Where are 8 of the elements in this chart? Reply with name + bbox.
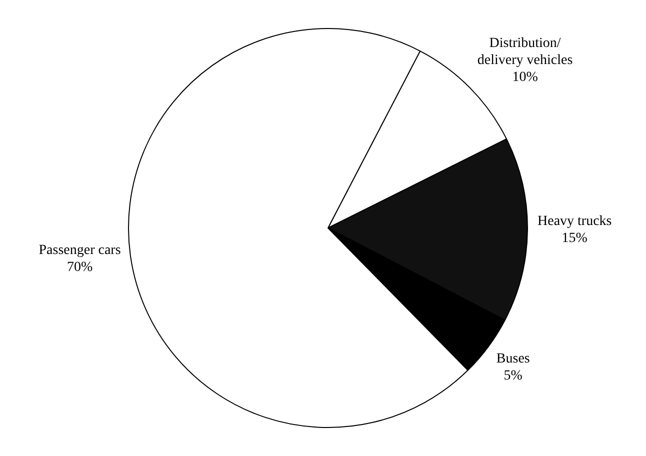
slice-label: Buses [496, 351, 530, 366]
data-label: 15% [562, 231, 588, 246]
slice-label: Heavy trucks [537, 214, 612, 229]
slice-label: Distribution/delivery vehicles [477, 36, 573, 68]
data-label: 5% [504, 368, 523, 384]
slice-label: Passenger cars [38, 243, 121, 258]
data-label: 70% [66, 260, 93, 276]
data-label: 10% [512, 70, 538, 85]
